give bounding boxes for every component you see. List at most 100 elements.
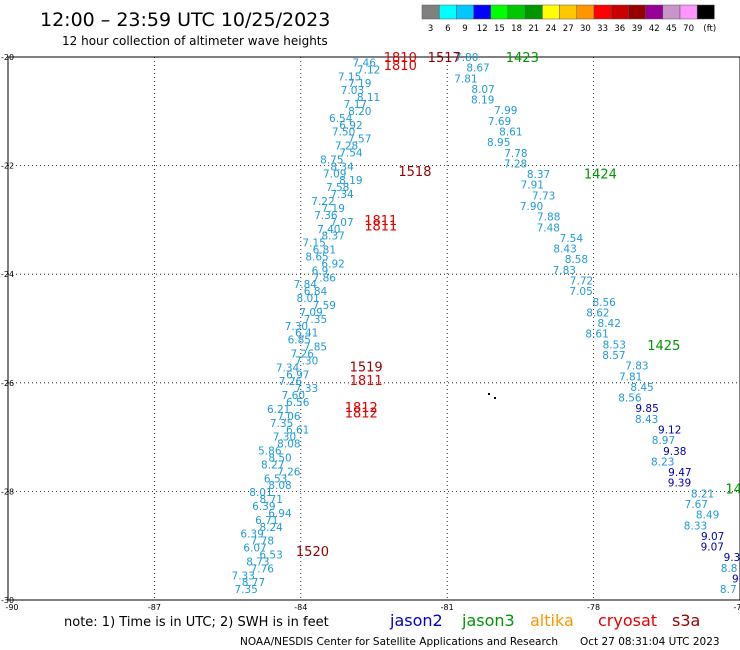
colorbar-label: 30 [580, 24, 591, 34]
wave-height-value: 6.92 [339, 120, 362, 132]
wave-height-value: 7.91 [521, 180, 544, 192]
pass-time-label: 1426 [725, 483, 740, 498]
pass-time-label: 1810 [384, 59, 417, 74]
wave-height-value: 6.41 [295, 328, 318, 340]
wave-height-value: 8.19 [339, 175, 362, 187]
wave-height-value: 8.71 [260, 494, 283, 506]
colorbar-label: 9 [462, 24, 467, 34]
y-tick-label: -22 [1, 162, 14, 171]
wave-height-value: 9.12 [658, 424, 681, 436]
wave-height-value: 8.34 [330, 161, 354, 173]
colorbar-swatch [628, 4, 646, 20]
wave-height-value: 6.53 [264, 473, 287, 485]
colorbar-label: (ft) [703, 24, 716, 34]
wave-height-value: 8.61 [499, 126, 522, 138]
wave-height-value: 8.23 [651, 456, 674, 468]
wave-height-value: 8.65 [305, 251, 328, 263]
y-tick-label: -24 [1, 270, 14, 279]
wave-height-value: 7.67 [685, 499, 708, 511]
axis-ticks: -90 -87 -84 -81 -78 -75 -20 -22 -24 -26 -28 -30 [1, 53, 740, 612]
wave-height-value: 7.83 [553, 265, 576, 277]
wave-height-value: 7.40 [317, 224, 340, 236]
wave-height-value: 7.35 [304, 314, 327, 326]
colorbar-swatch [473, 4, 492, 20]
wave-height-value: 7.80 [455, 52, 478, 64]
plot-area: -90 -87 -84 -81 -78 -75 -20 -22 -24 -26 -28 -30 7.4… [1, 51, 740, 612]
wave-height-value: 8.33 [684, 520, 707, 532]
wave-height-value: 6.21 [267, 404, 290, 416]
wave-height-value: 9.07 [701, 531, 724, 543]
colorbar-label: 21 [528, 24, 539, 34]
x-tick-label: -81 [441, 603, 454, 612]
wave-height-value: 7.54 [560, 233, 584, 245]
x-tick-label: -87 [148, 603, 161, 612]
wave-height-value: 8.01 [296, 293, 319, 305]
wave-height-value: 7.30 [273, 432, 296, 444]
pass-time-label: 1425 [647, 339, 680, 354]
wave-height-value: 7.57 [348, 134, 371, 146]
wave-height-value: 7.35 [234, 584, 257, 596]
colorbar-swatch [456, 4, 474, 20]
colorbar-label: 24 [546, 24, 557, 34]
wave-height-value: 6.84 [304, 286, 328, 298]
wave-height-value: 8.75 [320, 154, 343, 166]
wave-height-value: 8.56 [592, 297, 616, 309]
wave-height-value: 8.61 [585, 329, 608, 341]
wave-height-value: 8.24 [259, 522, 283, 534]
wave-height-value: 7.03 [341, 85, 364, 97]
wave-height-value: 8.45 [630, 382, 653, 394]
wave-height-value: 9.0 [732, 573, 740, 585]
wave-height-value: 6.39 [240, 529, 263, 541]
wave-height-value: 7.78 [504, 148, 527, 160]
colorbar-label: 70 [683, 24, 694, 34]
wave-height-value: 7.05 [569, 286, 592, 298]
x-tick-label: -78 [587, 603, 600, 612]
wave-height-value: 7.59 [313, 300, 336, 312]
wave-height-value: 7.58 [326, 182, 349, 194]
colorbar-swatch [610, 4, 629, 20]
wave-height-value: 7.81 [619, 371, 642, 383]
legend-entry-jason3: jason3 [461, 611, 515, 630]
plot-frame [7, 56, 740, 601]
colorbar-swatch [421, 4, 440, 20]
wave-height-value: 7.86 [313, 272, 337, 284]
wave-height-value: 7.88 [537, 212, 560, 224]
wave-height-value: 7.30 [285, 321, 308, 333]
stray-mark [488, 393, 490, 395]
wave-height-value: 7.69 [488, 116, 511, 128]
wave-height-value: 7.90 [520, 201, 543, 213]
colorbar-label: 42 [649, 24, 660, 34]
wave-height-value: 8.11 [357, 92, 380, 104]
colorbar-swatch [662, 4, 681, 20]
x-tick-label: -84 [294, 603, 307, 612]
wave-height-value: 7.84 [294, 279, 318, 291]
colorbar-swatch [438, 4, 457, 20]
wave-height-value: 6.56 [286, 397, 310, 409]
wave-height-value: 7.12 [357, 64, 380, 76]
colorbar-label: 45 [666, 24, 677, 34]
wave-height-value: 9.38 [724, 552, 740, 564]
wave-height-value: 8.77 [242, 577, 265, 589]
wave-height-value: 7.73 [532, 190, 555, 202]
colorbar-swatch [679, 4, 698, 20]
wave-height-value: 8.27 [261, 459, 284, 471]
wave-height-value: 7.34 [330, 189, 354, 201]
wave-height-value: 8.97 [652, 435, 675, 447]
wave-height-value: 7.33 [232, 570, 255, 582]
wave-height-value: 9.85 [635, 403, 658, 415]
wave-height-value: 6.54 [329, 113, 353, 125]
wave-height-value: 7.76 [251, 563, 275, 575]
wave-height-value: 7.54 [339, 148, 363, 160]
wave-height-value: 7.28 [504, 158, 527, 170]
wave-height-value: 7.22 [311, 196, 334, 208]
x-tick-label: -75 [733, 603, 740, 612]
wave-height-value: 6.94 [268, 508, 292, 520]
colorbar-label: 27 [563, 24, 574, 34]
wave-height-value: 6.81 [313, 245, 336, 257]
wave-height-value: 8.95 [487, 137, 510, 149]
footer-timestamp: Oct 27 08:31:04 UTC 2023 [580, 636, 720, 648]
wave-height-value: 8.43 [635, 414, 658, 426]
wave-height-value: 5.86 [258, 446, 282, 458]
wave-height-value: 8.37 [527, 169, 550, 181]
wave-height-value: 8.8 [721, 563, 738, 575]
